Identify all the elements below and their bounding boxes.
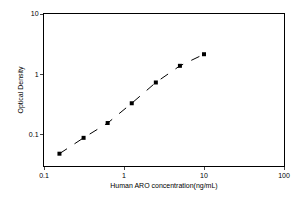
svg-text:0.1: 0.1 xyxy=(39,172,49,179)
svg-text:10: 10 xyxy=(31,10,39,17)
svg-text:1: 1 xyxy=(35,71,39,78)
svg-text:Human ARO concentration(ng/mL): Human ARO concentration(ng/mL) xyxy=(110,182,217,190)
svg-text:0.1: 0.1 xyxy=(29,131,39,138)
svg-text:100: 100 xyxy=(278,172,290,179)
svg-text:1: 1 xyxy=(122,172,126,179)
svg-text:10: 10 xyxy=(200,172,208,179)
svg-text:Optical Density: Optical Density xyxy=(17,66,25,114)
